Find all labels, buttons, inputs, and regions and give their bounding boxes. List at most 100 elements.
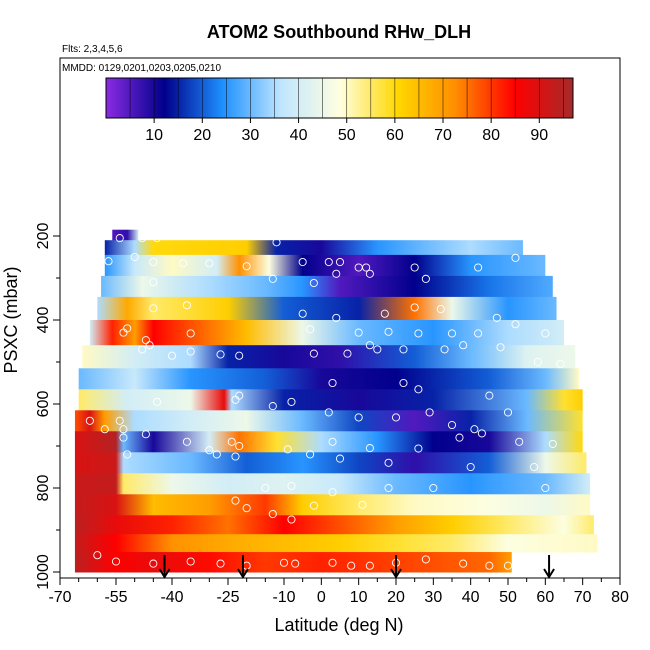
x-tick-label: 70 <box>574 589 592 606</box>
heatmap-band <box>74 552 512 573</box>
sample-point <box>309 278 318 288</box>
sample-point <box>470 425 479 434</box>
sample-point <box>309 501 318 510</box>
x-tick-label: -55 <box>104 589 127 606</box>
sample-point <box>115 416 124 425</box>
sample-point <box>111 557 121 566</box>
sample-point <box>100 425 109 434</box>
heatmap-band <box>112 229 139 241</box>
sample-point <box>205 446 214 455</box>
x-tick-label: -40 <box>160 589 183 606</box>
sample-point <box>541 561 550 570</box>
x-tick-label: -25 <box>216 589 239 606</box>
x-tick-label: 50 <box>499 589 517 606</box>
sample-point <box>358 500 367 509</box>
sample-point <box>496 343 505 352</box>
sample-point <box>153 234 162 243</box>
sample-point <box>548 439 557 448</box>
sample-point <box>328 558 337 567</box>
sample-point <box>149 257 158 267</box>
colorbar-tick-label: 80 <box>482 127 500 144</box>
sample-point <box>182 437 191 446</box>
sample-point <box>138 234 147 243</box>
sample-point <box>93 551 102 560</box>
x-tick-label: 60 <box>536 589 554 606</box>
heatmap-band <box>78 389 583 411</box>
sample-point <box>130 252 139 262</box>
sample-point <box>436 305 445 314</box>
sample-point <box>298 257 307 267</box>
sample-point <box>242 262 251 271</box>
sample-point <box>421 555 430 564</box>
sample-point <box>182 301 191 310</box>
sample-point <box>272 238 281 247</box>
y-tick-label: 200 <box>35 223 52 250</box>
sample-point <box>324 408 333 417</box>
colorbar: 10 20 30 40 50 60 70 80 90 <box>105 77 574 144</box>
heatmap-band <box>74 515 594 535</box>
sample-point <box>414 329 423 338</box>
sample-point <box>306 450 315 459</box>
sample-point <box>104 257 113 266</box>
dates-label: MMDD: 0129,0201,0203,0205,0210 <box>62 63 221 74</box>
colorbar-tick-label: 50 <box>338 127 356 144</box>
sample-point <box>354 328 363 337</box>
sample-point <box>283 445 292 454</box>
sample-point <box>123 450 132 459</box>
sample-point <box>335 454 345 463</box>
sample-point <box>212 450 221 459</box>
sample-point <box>261 483 270 493</box>
sample-point <box>149 304 158 313</box>
sample-point <box>362 263 371 272</box>
x-tick-label: -10 <box>272 589 295 606</box>
sample-point <box>399 378 408 388</box>
heatmap-band <box>89 320 564 346</box>
sample-point <box>511 320 520 329</box>
sample-point <box>328 437 337 446</box>
sample-point <box>365 341 374 350</box>
sample-point <box>287 481 296 490</box>
sample-point <box>309 349 318 358</box>
sample-point <box>530 462 539 472</box>
sample-point <box>541 329 550 338</box>
x-tick-label: 80 <box>611 589 629 606</box>
x-axis: -70 -55 -40 -25 -10 0 10 20 30 40 50 60 70 80 <box>48 578 629 606</box>
sample-point <box>477 429 486 438</box>
sample-point <box>447 329 457 338</box>
sample-point <box>231 452 240 461</box>
arrow-marker <box>158 568 171 579</box>
sample-point <box>268 509 277 519</box>
sample-point <box>421 274 430 283</box>
sample-point <box>503 561 513 570</box>
x-axis-label: Latitude (deg N) <box>274 615 403 635</box>
sample-point <box>343 349 352 358</box>
sample-point <box>115 234 124 243</box>
sample-point <box>287 515 296 524</box>
sample-point <box>335 257 345 267</box>
sample-point <box>556 360 565 369</box>
chart-title: ATOM2 Southbound RHw_DLH <box>207 22 471 42</box>
x-tick-label: 40 <box>462 589 480 606</box>
heatmap-band <box>101 275 553 298</box>
sample-point <box>492 313 501 322</box>
sample-point <box>149 559 158 568</box>
sample-point <box>503 408 513 417</box>
sample-point <box>485 561 494 570</box>
sample-point <box>291 559 300 568</box>
sample-point <box>149 278 158 287</box>
sample-point <box>145 341 154 350</box>
sample-point <box>119 433 128 442</box>
y-tick-label: 400 <box>35 307 52 334</box>
sample-point <box>268 402 277 411</box>
sample-point <box>373 345 382 354</box>
x-tick-label: -70 <box>48 589 71 606</box>
sample-point <box>332 269 341 278</box>
x-tick-label: 0 <box>317 589 326 606</box>
sample-point <box>455 433 464 442</box>
sample-point <box>474 329 483 338</box>
sample-point <box>268 274 277 283</box>
sample-point <box>216 350 225 359</box>
heatmap-band <box>82 345 576 369</box>
sample-point <box>287 397 296 406</box>
x-tick-label: 30 <box>424 589 442 606</box>
